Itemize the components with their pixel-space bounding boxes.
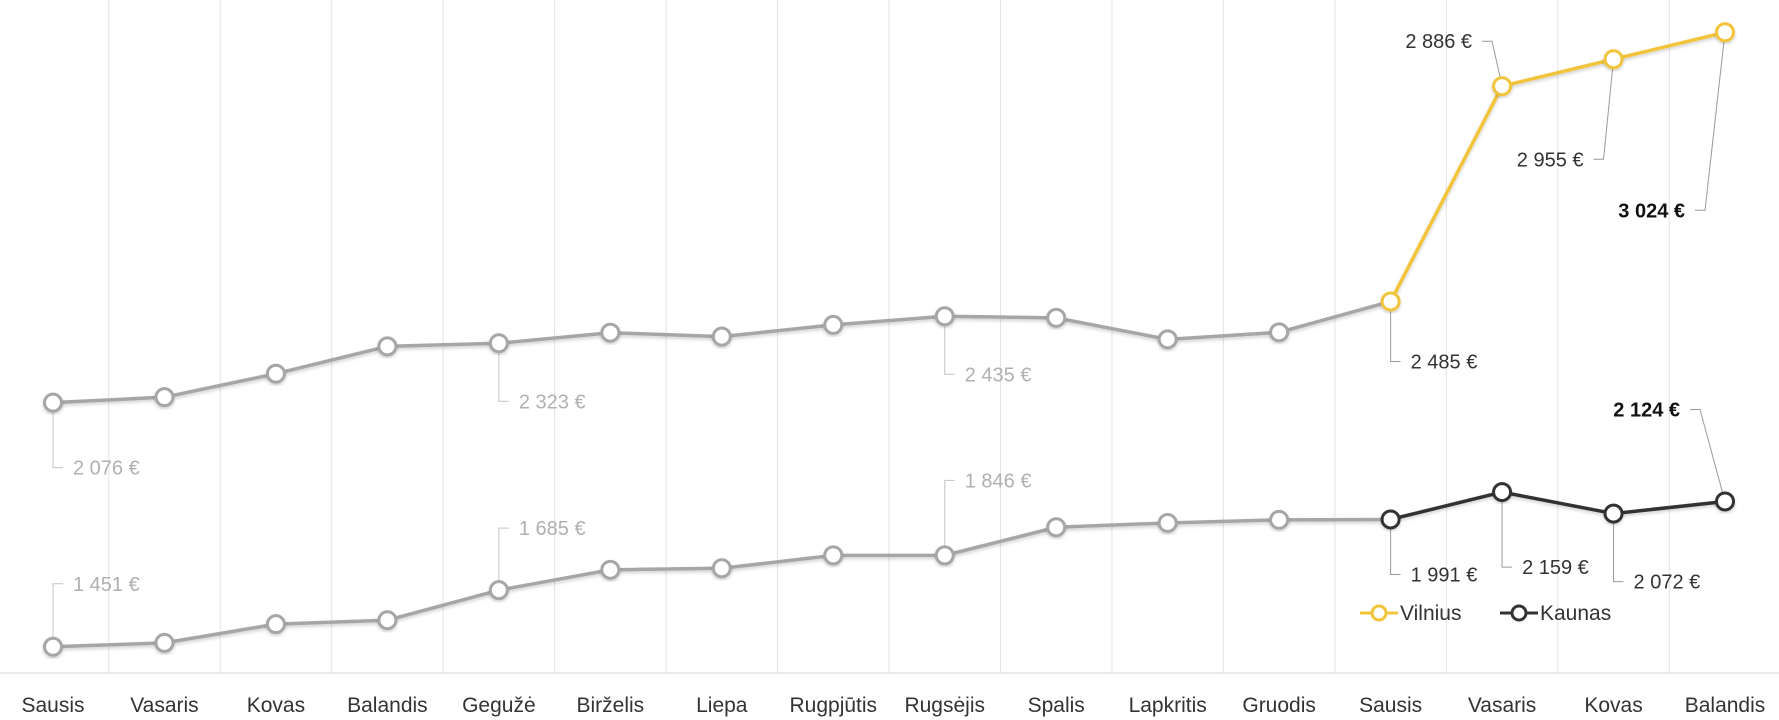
x-tick-label: Gruodis xyxy=(1242,694,1316,717)
data-label: 2 955 € xyxy=(1517,149,1584,171)
label-leader-line xyxy=(944,479,955,556)
data-point xyxy=(265,363,286,384)
label-leader-lines xyxy=(52,32,1726,647)
data-label: 1 451 € xyxy=(73,574,140,596)
label-leader-line xyxy=(1690,408,1726,502)
data-point xyxy=(1157,512,1178,533)
data-point xyxy=(1603,49,1624,70)
series-history-line xyxy=(52,299,1392,405)
x-tick-label: Kovas xyxy=(1584,694,1642,717)
data-label: 2 124 € xyxy=(1613,399,1680,421)
data-label: 1 846 € xyxy=(965,470,1032,492)
data-point xyxy=(823,545,844,566)
data-point xyxy=(600,322,621,343)
label-leader-line xyxy=(1593,59,1615,160)
series-points xyxy=(43,22,1735,657)
x-tick-label: Balandis xyxy=(347,694,428,717)
data-label: 1 991 € xyxy=(1411,564,1478,586)
data-point xyxy=(377,610,398,631)
data-label: 2 072 € xyxy=(1634,572,1701,594)
x-tick-label: Spalis xyxy=(1028,694,1085,717)
data-label: 2 485 € xyxy=(1411,351,1478,373)
x-tick-label: Birželis xyxy=(576,694,644,717)
data-label: 2 886 € xyxy=(1405,31,1472,53)
label-leader-line xyxy=(52,402,63,469)
label-leader-line xyxy=(498,343,509,402)
data-point xyxy=(377,336,398,357)
data-point xyxy=(43,392,63,413)
data-point xyxy=(1269,322,1290,343)
data-point xyxy=(711,558,732,579)
data-labels: 2 076 € 2 323 € 2 435 € 2 485 € 2 886 € 2 955… xyxy=(73,31,1700,596)
data-point xyxy=(43,636,63,657)
x-tick-label: Rugsėjis xyxy=(904,694,985,717)
legend: Vilnius Kaunas xyxy=(1360,602,1611,625)
data-point xyxy=(823,314,844,335)
data-point xyxy=(1492,482,1513,503)
legend-label: Kaunas xyxy=(1540,602,1611,625)
x-tick-label: Lapkritis xyxy=(1129,694,1207,717)
legend-swatch-marker xyxy=(1510,604,1528,622)
data-point xyxy=(1046,307,1067,328)
label-leader-line xyxy=(498,527,509,591)
data-point xyxy=(1380,291,1401,312)
data-label: 2 435 € xyxy=(965,364,1032,386)
data-label: 2 159 € xyxy=(1522,557,1589,579)
data-point xyxy=(934,545,955,566)
data-point xyxy=(488,333,509,354)
data-label: 2 323 € xyxy=(519,391,586,413)
data-point xyxy=(1269,509,1290,530)
x-tick-label: Sausis xyxy=(21,694,84,717)
data-point xyxy=(154,387,175,408)
data-point xyxy=(488,580,509,601)
data-point xyxy=(600,559,621,580)
data-label: 3 024 € xyxy=(1618,200,1685,222)
x-tick-label: Rugpjūtis xyxy=(789,694,877,717)
series-highlight-line xyxy=(1390,490,1726,522)
series-highlight-line xyxy=(1389,30,1726,303)
data-point xyxy=(265,614,286,635)
data-point xyxy=(1157,329,1178,350)
series-history-line xyxy=(52,517,1391,649)
data-point xyxy=(934,306,955,327)
data-label: 2 076 € xyxy=(73,458,140,480)
label-leader-line xyxy=(1390,519,1401,575)
x-tick-label: Vasaris xyxy=(130,694,198,717)
label-leader-line xyxy=(52,583,63,647)
data-point xyxy=(711,326,732,347)
legend-item: Kaunas xyxy=(1500,602,1611,625)
x-tick-label: Balandis xyxy=(1685,694,1766,717)
legend-label: Vilnius xyxy=(1400,602,1461,625)
data-point xyxy=(1380,509,1401,530)
label-leader-line xyxy=(1613,513,1624,583)
data-label: 1 685 € xyxy=(519,518,586,540)
data-point xyxy=(154,632,175,653)
x-tick-label: Liepa xyxy=(696,694,748,717)
label-leader-line xyxy=(1501,492,1513,568)
legend-item: Vilnius xyxy=(1360,602,1461,625)
data-point xyxy=(1603,503,1624,524)
x-tick-label: Kovas xyxy=(247,694,305,717)
legend-swatch-marker xyxy=(1370,604,1388,622)
x-tick-label: Gegužė xyxy=(462,694,536,717)
data-point xyxy=(1492,76,1513,97)
x-tick-label: Sausis xyxy=(1359,694,1422,717)
label-leader-line xyxy=(1390,301,1401,362)
data-point xyxy=(1715,491,1735,512)
label-leader-line xyxy=(1695,32,1726,211)
label-leader-line xyxy=(1482,40,1503,87)
x-axis-tick-labels: Sausis Vasaris Kovas Balandis Gegužė Birželis… xyxy=(21,694,1765,717)
label-leader-line xyxy=(944,316,955,375)
data-point xyxy=(1046,517,1067,538)
x-tick-label: Vasaris xyxy=(1468,694,1536,717)
data-point xyxy=(1715,22,1735,43)
